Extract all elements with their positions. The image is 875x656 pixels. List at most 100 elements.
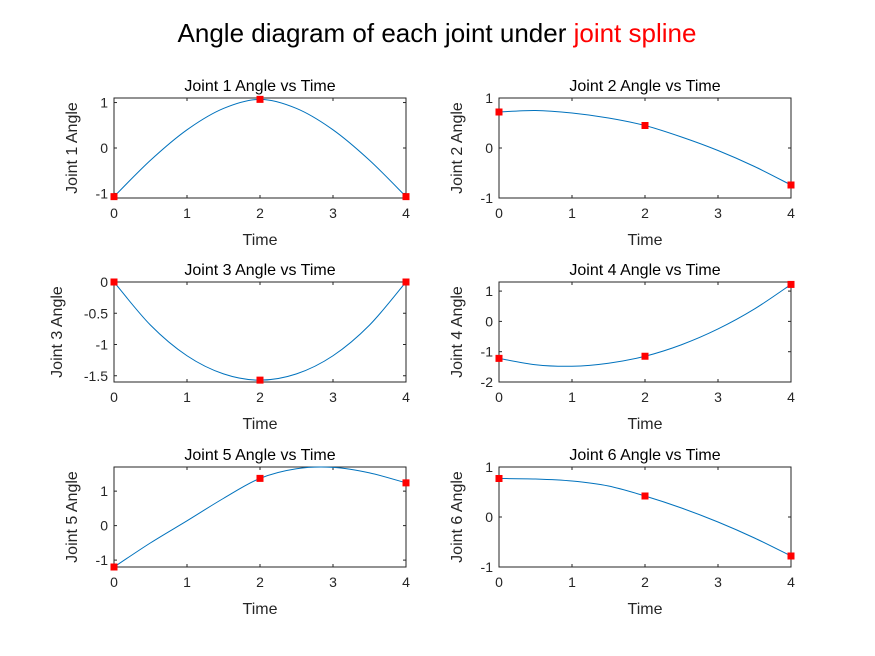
waypoint-marker (256, 95, 264, 103)
waypoint-marker (495, 354, 503, 362)
waypoint-marker (110, 278, 118, 286)
x-tick-label: 2 (256, 574, 264, 590)
subplot-joint-4: 0 1 2 3 4 1 0 -1 -2 Joint 4 Angle vs Time Time Join… (449, 262, 795, 433)
y-tick-label: 1 (100, 95, 108, 111)
waypoint-marker (641, 122, 649, 129)
y-tick-label: -2 (481, 374, 494, 390)
waypoint-marker (787, 280, 795, 288)
spline-curve (498, 478, 792, 557)
x-tick-label: 1 (568, 389, 576, 405)
y-tick-label: -1 (96, 552, 109, 568)
x-axis-label: Time (628, 601, 663, 618)
x-tick-label: 2 (641, 574, 649, 590)
waypoint-marker (495, 108, 503, 116)
spline-curve (498, 109, 792, 186)
y-tick-label: 1 (485, 90, 493, 106)
y-tick-label: -1.5 (84, 368, 108, 384)
x-tick-label: 3 (714, 389, 722, 405)
y-axis-label: Joint 5 Angle (64, 471, 81, 563)
y-tick-label: 0 (485, 140, 493, 156)
x-tick-label: 0 (495, 205, 503, 221)
waypoint-marker (641, 352, 649, 360)
y-tick-label: -1 (481, 190, 494, 206)
x-tick-label: 4 (402, 205, 410, 221)
subplot-title: Joint 1 Angle vs Time (184, 78, 335, 95)
x-tick-label: 2 (256, 205, 264, 221)
x-tick-label: 0 (110, 389, 118, 405)
y-tick-label: -1 (481, 344, 494, 360)
y-tick-label: 0 (100, 140, 108, 156)
x-tick-label: 3 (329, 574, 337, 590)
x-tick-label: 4 (787, 205, 795, 221)
spline-curve (113, 281, 407, 381)
x-tick-label: 4 (402, 574, 410, 590)
y-tick-label: -1 (481, 559, 494, 575)
waypoint-marker (110, 563, 118, 571)
waypoint-marker (787, 181, 795, 189)
x-tick-label: 2 (641, 205, 649, 221)
waypoint-marker (402, 479, 410, 487)
subplot-joint-3: 0 1 2 3 4 0 -0.5 -1 -1.5 Joint 3 Angle vs Time Tim… (49, 262, 410, 433)
x-tick-label: 0 (495, 389, 503, 405)
x-tick-label: 4 (787, 574, 795, 590)
axes-box (498, 281, 792, 383)
axes-box (498, 466, 792, 568)
x-tick-label: 4 (787, 389, 795, 405)
waypoint-marker (402, 278, 410, 286)
y-tick-label: 1 (100, 483, 108, 499)
x-tick-label: 1 (183, 389, 191, 405)
x-axis-label: Time (243, 601, 278, 618)
waypoint-marker (495, 475, 503, 482)
y-tick-label: 1 (485, 459, 493, 475)
x-tick-label: 4 (402, 389, 410, 405)
x-tick-label: 2 (256, 389, 264, 405)
x-tick-label: 2 (641, 389, 649, 405)
x-tick-label: 3 (329, 389, 337, 405)
x-tick-label: 1 (183, 574, 191, 590)
y-tick-label: 0 (485, 313, 493, 329)
x-axis-label: Time (628, 416, 663, 433)
y-tick-label: 0 (100, 274, 108, 290)
y-axis-label: Joint 4 Angle (449, 286, 466, 378)
figure-title-highlight: joint spline (573, 18, 697, 48)
figure-title-prefix: Angle diagram of each joint under (178, 18, 574, 48)
figure-title: Angle diagram of each joint under joint … (178, 18, 697, 48)
waypoint-marker (256, 474, 264, 482)
y-tick-label: -0.5 (84, 305, 108, 321)
x-tick-label: 0 (110, 574, 118, 590)
x-tick-label: 3 (329, 205, 337, 221)
x-tick-label: 3 (714, 574, 722, 590)
y-tick-label: 1 (485, 283, 493, 299)
y-axis-label: Joint 3 Angle (49, 286, 66, 378)
axes-box (498, 97, 792, 199)
x-tick-label: 0 (495, 574, 503, 590)
axes-box (113, 97, 407, 199)
x-tick-label: 1 (568, 205, 576, 221)
x-axis-label: Time (628, 232, 663, 249)
x-tick-label: 1 (568, 574, 576, 590)
axes-box (113, 466, 407, 568)
y-tick-label: 0 (485, 509, 493, 525)
subplot-title: Joint 2 Angle vs Time (569, 78, 720, 95)
waypoint-marker (787, 552, 795, 560)
waypoint-marker (110, 193, 118, 201)
y-axis-label: Joint 2 Angle (449, 102, 466, 194)
subplot-title: Joint 5 Angle vs Time (184, 447, 335, 464)
subplot-title: Joint 6 Angle vs Time (569, 447, 720, 464)
x-tick-label: 3 (714, 205, 722, 221)
y-tick-label: -1 (96, 337, 109, 353)
y-axis-label: Joint 6 Angle (449, 471, 466, 563)
waypoint-marker (402, 193, 410, 201)
waypoint-marker (256, 376, 264, 384)
x-axis-label: Time (243, 416, 278, 433)
y-tick-label: -1 (96, 185, 109, 201)
x-axis-label: Time (243, 232, 278, 249)
spline-curve (113, 98, 407, 197)
spline-curve (113, 466, 407, 568)
